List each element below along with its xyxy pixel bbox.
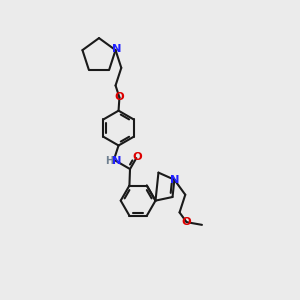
Text: H: H bbox=[105, 156, 113, 166]
Text: N: N bbox=[112, 156, 122, 166]
Text: N: N bbox=[169, 175, 179, 185]
Text: O: O bbox=[115, 92, 124, 103]
Text: O: O bbox=[133, 152, 142, 162]
Text: N: N bbox=[112, 44, 122, 54]
Text: O: O bbox=[182, 217, 191, 227]
